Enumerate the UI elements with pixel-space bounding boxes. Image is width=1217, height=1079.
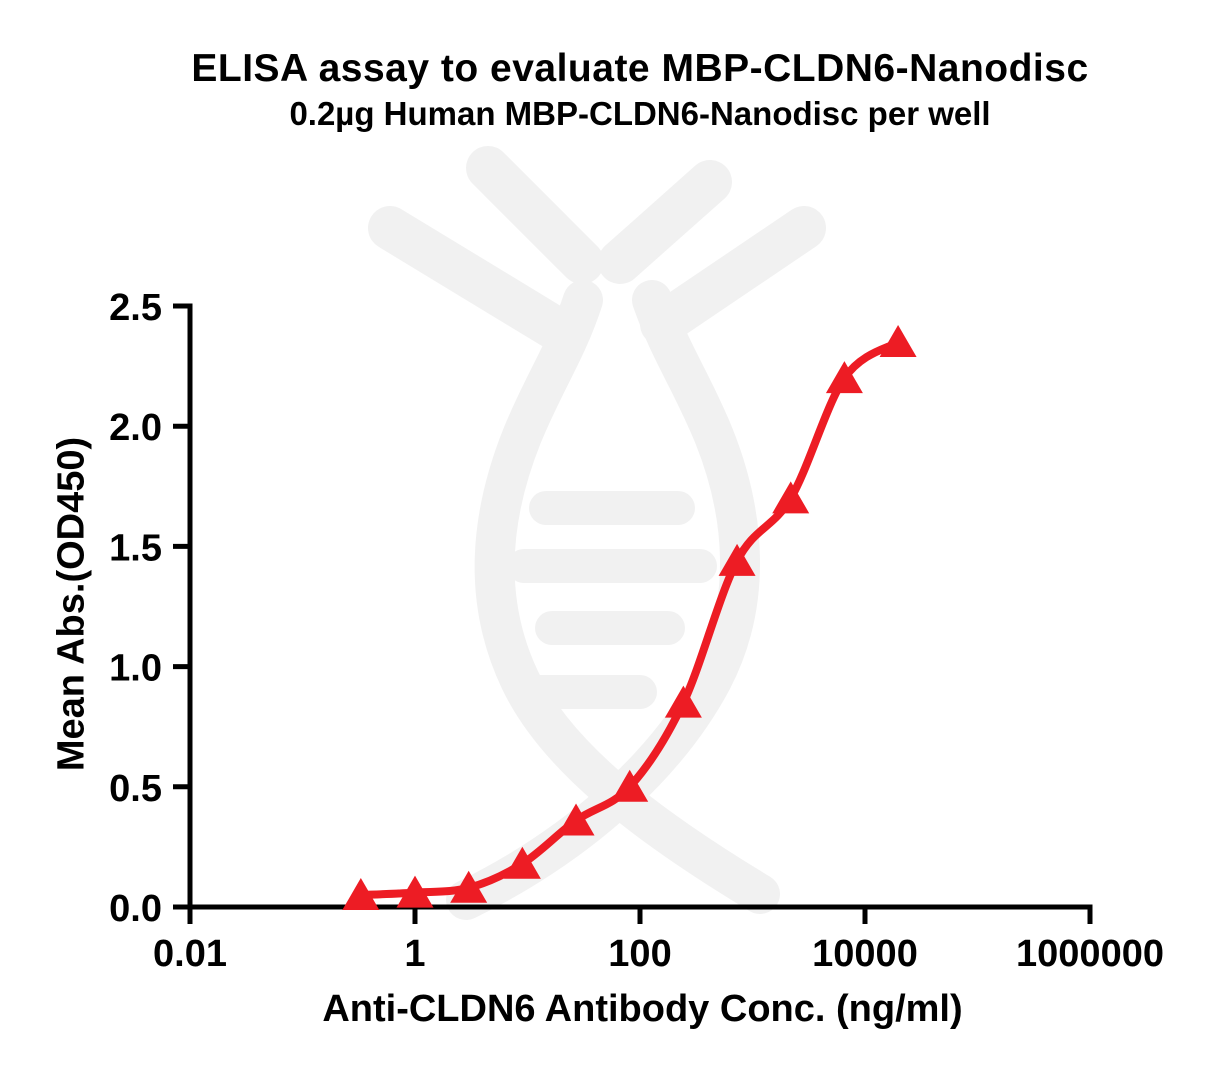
data-point-marker — [342, 877, 380, 910]
x-tick-label: 0.01 — [153, 933, 227, 975]
y-tick-label: 1.0 — [109, 648, 162, 690]
y-tick-label: 0.0 — [109, 888, 162, 930]
watermark-antibody-arm — [598, 160, 732, 284]
watermark-antibody-dna-icon — [368, 146, 826, 920]
data-point-marker — [772, 481, 810, 514]
watermark-antibody-arm — [640, 206, 826, 346]
y-axis-label: Mean Abs.(OD450) — [50, 436, 93, 772]
watermark-helix-strand-right — [446, 280, 760, 920]
data-point-marker — [879, 325, 917, 358]
watermark-antibody-arm — [466, 146, 604, 284]
data-point-marker — [450, 870, 488, 903]
y-tick-label: 2.0 — [109, 407, 162, 449]
data-point-marker — [557, 803, 595, 836]
data-point-marker — [718, 543, 756, 576]
data-point-marker — [611, 769, 649, 802]
x-axis-label: Anti-CLDN6 Antibody Conc. (ng/ml) — [322, 988, 963, 1030]
x-tick-label: 100 — [608, 933, 671, 975]
y-tick-label: 1.5 — [109, 527, 162, 569]
y-tick-label: 0.5 — [109, 768, 162, 810]
x-tick-label: 1 — [404, 933, 425, 975]
x-tick-label: 10000 — [812, 933, 918, 975]
x-tick-label: 1000000 — [1016, 933, 1164, 975]
figure-title: ELISA assay to evaluate MBP-CLDN6-Nanodi… — [191, 47, 1089, 90]
watermark-antibody-arm — [368, 206, 580, 352]
data-point-marker — [825, 361, 863, 394]
data-point-marker — [664, 685, 702, 718]
data-point-marker — [503, 846, 541, 879]
data-point-marker — [396, 875, 434, 908]
figure-subtitle: 0.2µg Human MBP-CLDN6-Nanodisc per well — [289, 95, 991, 132]
y-tick-label: 2.5 — [109, 287, 162, 329]
